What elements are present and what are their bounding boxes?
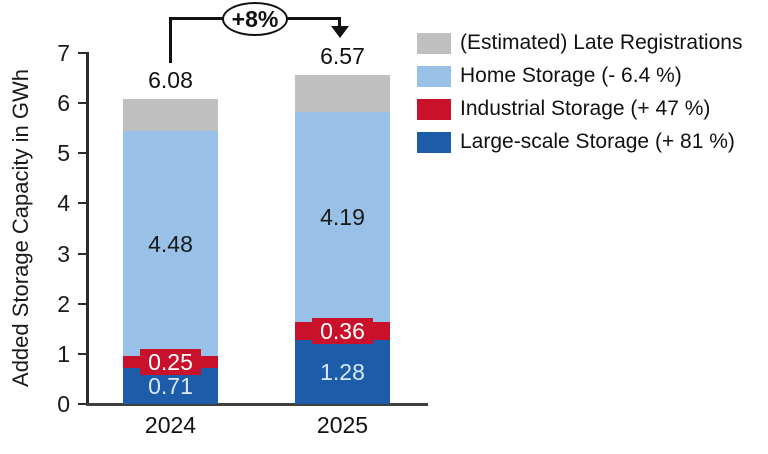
legend-item: Industrial Storage (+ 47 %) (417, 98, 742, 120)
arrow-down-icon (331, 26, 349, 38)
increase-bracket-right-line (338, 17, 341, 28)
legend-label: Industrial Storage (+ 47 %) (460, 97, 711, 120)
increase-badge: +8% (222, 2, 288, 36)
bar-total-label: 6.08 (148, 67, 193, 94)
y-axis-tick (78, 152, 87, 155)
legend-item: Large-scale Storage (+ 81 %) (417, 131, 742, 153)
y-axis-tick-label: 7 (57, 40, 70, 66)
x-axis-category-label: 2024 (144, 412, 197, 438)
segment-value-label: 0.71 (148, 373, 193, 400)
legend-label: Large-scale Storage (+ 81 %) (460, 130, 735, 153)
y-axis-tick-label: 2 (57, 290, 70, 317)
legend-swatch (417, 131, 451, 153)
bar-segment (123, 99, 218, 132)
legend: (Estimated) Late Registrations Home Stora… (417, 32, 742, 164)
legend-label: (Estimated) Late Registrations (460, 31, 743, 54)
bar-segment (295, 74, 390, 112)
segment-value-label: 4.19 (320, 203, 365, 230)
y-axis-title: Added Storage Capacity in GWh (8, 69, 33, 387)
y-axis-tick (78, 252, 87, 255)
legend-swatch (417, 65, 451, 87)
increase-badge-label: +8% (231, 5, 279, 32)
y-axis-tick-label: 0 (57, 391, 70, 417)
y-axis-tick (78, 102, 87, 105)
bar-total-label: 6.57 (320, 42, 365, 69)
bar-segment: 0.25 (123, 349, 218, 376)
bar-segment: 0.36 (295, 317, 390, 344)
y-axis-line (86, 52, 89, 405)
y-axis-tick (78, 302, 87, 305)
x-axis-line (86, 403, 428, 406)
y-axis-tick-label: 4 (57, 190, 70, 217)
y-axis-tick (78, 202, 87, 205)
x-axis-category-label: 2025 (316, 412, 369, 438)
segment-value-label: 1.28 (320, 358, 365, 385)
legend-item: (Estimated) Late Registrations (417, 32, 742, 54)
y-axis-tick-label: 5 (57, 140, 70, 167)
segment-value-label: 0.36 (312, 317, 373, 344)
y-axis-tick (78, 352, 87, 355)
y-axis-tick-label: 6 (57, 90, 70, 117)
legend-label: Home Storage (- 6.4 %) (460, 64, 682, 87)
legend-swatch (417, 32, 451, 54)
y-axis-tick-label: 1 (57, 340, 70, 367)
segment-value-label: 0.25 (140, 349, 201, 376)
segment-value-label: 4.48 (148, 230, 193, 257)
bar-segment: 4.19 (295, 111, 390, 322)
y-axis-tick-label: 3 (57, 240, 70, 267)
y-axis-tick (78, 403, 87, 405)
legend-swatch (417, 98, 451, 120)
y-axis-tick (78, 52, 87, 54)
bar-segment: 4.48 (123, 131, 218, 356)
bar-segment: 1.28 (295, 339, 390, 404)
increase-bracket-left-line (169, 17, 172, 63)
legend-item: Home Storage (- 6.4 %) (417, 65, 742, 87)
